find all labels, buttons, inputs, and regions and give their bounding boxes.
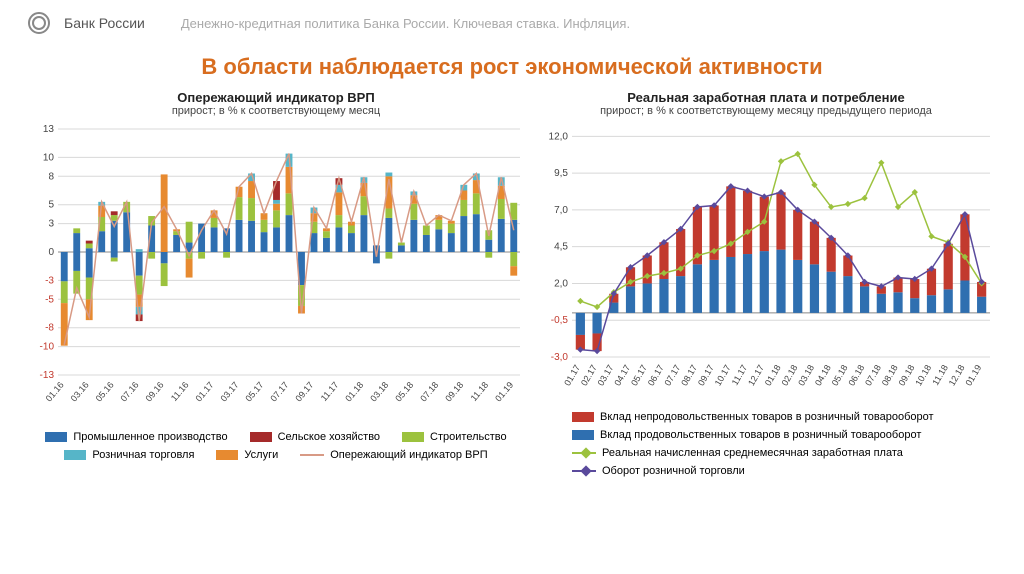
- svg-text:12,0: 12,0: [549, 131, 569, 142]
- svg-text:07.18: 07.18: [418, 380, 440, 404]
- svg-text:05.17: 05.17: [243, 380, 265, 404]
- left-chart-legend: Промышленное производство Сельское хозяйс…: [26, 431, 526, 461]
- svg-text:08.18: 08.18: [880, 363, 900, 388]
- breadcrumb: Денежно-кредитная политика Банка России.…: [181, 16, 630, 31]
- svg-text:01.17: 01.17: [562, 363, 582, 388]
- svg-text:07.18: 07.18: [863, 363, 883, 388]
- header: Банк России Денежно-кредитная политика Б…: [0, 0, 1024, 40]
- right-chart-legend: Вклад непродовольственных товаров в розн…: [536, 411, 996, 477]
- svg-text:09.17: 09.17: [696, 363, 716, 388]
- svg-text:09.16: 09.16: [144, 380, 166, 404]
- right-chart-panel: Реальная заработная плата и потребление …: [536, 90, 996, 477]
- svg-text:03.18: 03.18: [368, 380, 390, 404]
- svg-text:-8: -8: [45, 323, 54, 334]
- svg-text:0: 0: [48, 247, 54, 258]
- legend-item: Вклад непродовольственных товаров в розн…: [572, 411, 934, 423]
- svg-text:-0,5: -0,5: [551, 315, 569, 326]
- svg-text:12.17: 12.17: [746, 363, 766, 388]
- legend-item: Промышленное производство: [45, 431, 227, 443]
- svg-text:10.17: 10.17: [713, 363, 733, 388]
- svg-text:-13: -13: [40, 370, 55, 381]
- svg-text:02.17: 02.17: [579, 363, 599, 388]
- bank-name: Банк России: [64, 15, 145, 31]
- svg-text:07.17: 07.17: [662, 363, 682, 388]
- svg-text:10.18: 10.18: [913, 363, 933, 388]
- svg-text:05.18: 05.18: [830, 363, 850, 388]
- svg-text:9,5: 9,5: [554, 168, 568, 179]
- svg-text:10: 10: [43, 152, 55, 163]
- svg-text:03.16: 03.16: [69, 380, 91, 404]
- svg-text:11.17: 11.17: [319, 380, 341, 403]
- bank-logo-icon: [28, 12, 50, 34]
- svg-text:09.18: 09.18: [443, 380, 465, 404]
- svg-text:-10: -10: [40, 342, 55, 353]
- svg-text:07.16: 07.16: [119, 380, 141, 404]
- svg-text:8: 8: [48, 171, 54, 182]
- legend-item: Вклад продовольственных товаров в рознич…: [572, 429, 921, 441]
- legend-item: Сельское хозяйство: [250, 431, 380, 443]
- legend-item: Опережающий индикатор ВРП: [300, 449, 487, 461]
- svg-text:01.19: 01.19: [493, 380, 515, 404]
- legend-item: Реальная начисленная среднемесячная зара…: [572, 447, 903, 459]
- svg-text:06.17: 06.17: [646, 363, 666, 388]
- svg-text:07.17: 07.17: [268, 380, 290, 404]
- svg-text:04.17: 04.17: [612, 363, 632, 388]
- left-chart-plot: 13 10 8 5 3 0 -3 -5 -8 -10 -1301.1603.1605.1607.16…: [26, 123, 526, 423]
- left-chart-subtitle: прирост; в % к соответствующему месяц: [26, 105, 526, 117]
- svg-text:09.17: 09.17: [293, 380, 315, 404]
- svg-text:2,0: 2,0: [554, 278, 568, 289]
- legend-item: Услуги: [216, 449, 278, 461]
- svg-text:11.16: 11.16: [169, 380, 191, 403]
- svg-text:08.17: 08.17: [679, 363, 699, 388]
- svg-text:01.16: 01.16: [44, 380, 66, 404]
- svg-text:01.18: 01.18: [763, 363, 783, 388]
- right-chart-title: Реальная заработная плата и потребление: [536, 90, 996, 105]
- legend-item: Строительство: [402, 431, 507, 443]
- legend-item: Оборот розничной торговли: [572, 465, 745, 477]
- right-chart-plot: 12,09,57,04,52,0-0,5-3,001.1702.1703.170…: [536, 123, 996, 403]
- svg-text:06.18: 06.18: [846, 363, 866, 388]
- left-chart-title: Опережающий индикатор ВРП: [26, 90, 526, 105]
- right-chart-subtitle: прирост; в % к соответствующему месяцу п…: [536, 105, 996, 117]
- svg-text:02.18: 02.18: [780, 363, 800, 388]
- svg-text:01.18: 01.18: [343, 380, 365, 404]
- svg-text:-3: -3: [45, 275, 54, 286]
- svg-text:13: 13: [43, 124, 55, 135]
- svg-text:3: 3: [48, 219, 54, 230]
- svg-text:01.17: 01.17: [193, 380, 215, 404]
- svg-text:03.17: 03.17: [218, 380, 240, 404]
- svg-text:03.17: 03.17: [596, 363, 616, 388]
- svg-text:-3,0: -3,0: [551, 352, 569, 363]
- svg-text:-5: -5: [45, 294, 54, 305]
- svg-text:03.18: 03.18: [796, 363, 816, 388]
- svg-text:05.16: 05.16: [94, 380, 116, 404]
- svg-text:04.18: 04.18: [813, 363, 833, 388]
- left-chart-panel: Опережающий индикатор ВРП прирост; в % к…: [26, 90, 526, 477]
- page-title: В области наблюдается рост экономической…: [0, 54, 1024, 80]
- svg-text:4,5: 4,5: [554, 242, 568, 253]
- svg-text:12.18: 12.18: [947, 363, 967, 388]
- svg-text:01.19: 01.19: [963, 363, 983, 388]
- svg-text:7,0: 7,0: [554, 205, 568, 216]
- svg-text:09.18: 09.18: [897, 363, 917, 388]
- svg-text:05.17: 05.17: [629, 363, 649, 388]
- charts-row: Опережающий индикатор ВРП прирост; в % к…: [0, 90, 1024, 477]
- legend-item: Розничная торговля: [64, 449, 194, 461]
- svg-text:5: 5: [48, 200, 54, 211]
- svg-text:11.18: 11.18: [469, 380, 491, 403]
- svg-text:05.18: 05.18: [393, 380, 415, 404]
